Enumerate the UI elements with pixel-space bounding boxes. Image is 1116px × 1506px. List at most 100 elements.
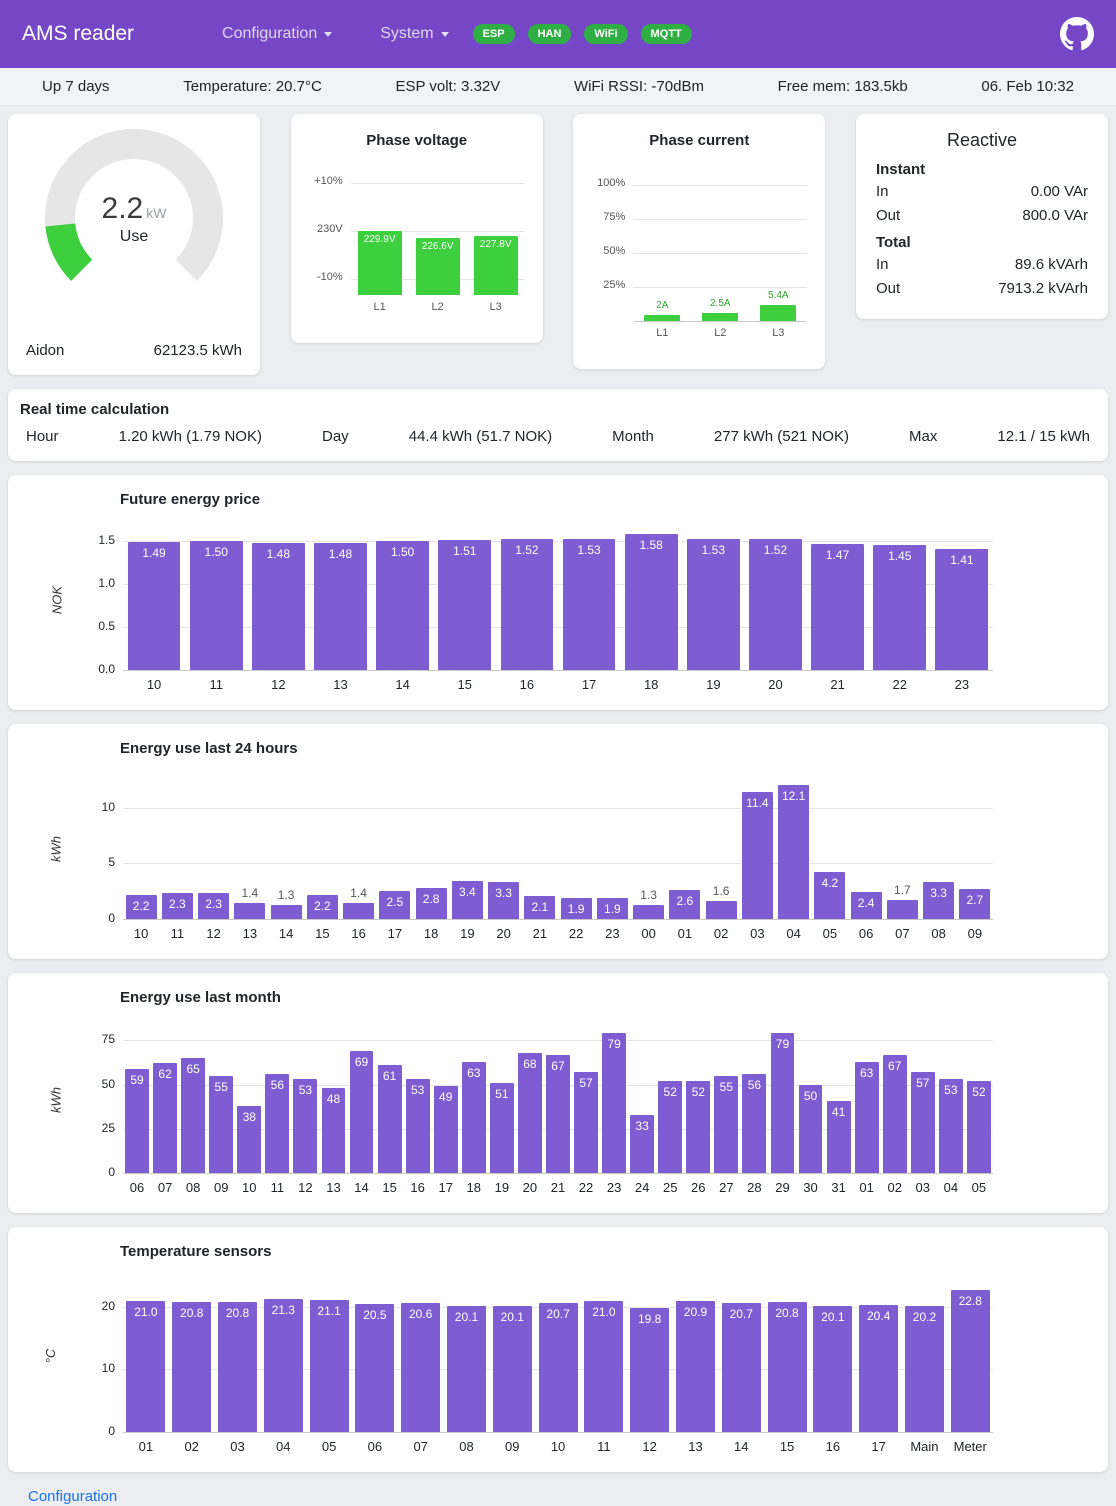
y-tick-label: 0	[108, 911, 115, 925]
bar-value-label: 59	[130, 1072, 144, 1087]
bar-value-label: 1.48	[328, 546, 353, 561]
x-axis-labels: 01 02 03 04 05 06 07 08 09 10 11 12 13 14 15 16 17 Main Me…	[123, 1432, 993, 1454]
bar-slot: 52	[656, 1028, 684, 1173]
realtime-hour-label: Hour	[26, 428, 59, 445]
x-tick-label: 08	[459, 1439, 474, 1454]
x-tick-label: 16	[351, 926, 366, 941]
x-tick-label: 09	[967, 926, 983, 941]
bar: 49	[433, 1086, 458, 1173]
x-tick-label: 10	[133, 926, 149, 941]
bar-value-label: 2.3	[205, 897, 222, 912]
x-tick-label: 10	[550, 1439, 566, 1454]
bar-value-label: 48	[326, 1092, 341, 1107]
status-badges: ESP HAN WiFi MQTT	[472, 24, 692, 44]
bar: 1.45	[873, 545, 927, 670]
bar: 1.52	[500, 539, 554, 670]
bar-slot: 67	[881, 1028, 909, 1173]
bar: 2.2	[125, 894, 157, 919]
bar-slot: 1.49	[123, 530, 185, 670]
bar: 21.0	[584, 1300, 624, 1432]
x-tick-label: 15	[382, 1180, 397, 1195]
badge-wifi[interactable]: WiFi	[584, 24, 628, 44]
bar: 1.51	[438, 540, 492, 670]
bar-slot: 20.6	[398, 1282, 444, 1432]
y-axis-label: kWh	[48, 835, 64, 862]
x-tick-label: 16	[410, 1180, 425, 1195]
bar-slot: 1.3	[268, 779, 304, 919]
y-tick-label: 25	[101, 1121, 115, 1135]
bar: 69	[349, 1051, 374, 1173]
bar-slot: 2.5A	[691, 175, 749, 321]
bar: 21.0	[126, 1300, 166, 1432]
bar-slot: 227.8V	[467, 175, 525, 295]
bar-slot: 20.1	[444, 1282, 490, 1432]
bar-value-label: 21.0	[592, 1304, 616, 1319]
bar: 63	[854, 1061, 879, 1173]
bar-slot: 67	[544, 1028, 572, 1173]
bar-slot: 63	[460, 1028, 488, 1173]
reactive-out-value: 800.0 VAr	[1022, 207, 1088, 224]
bar: 51	[489, 1082, 514, 1173]
y-tick-label: 230V	[316, 223, 343, 235]
bar-slot: 20.8	[215, 1282, 261, 1432]
bar-slot: 20.4	[856, 1282, 902, 1432]
bar-slot: 21.3	[260, 1282, 306, 1432]
bar: 56	[742, 1073, 767, 1173]
bar-value-label: 2.2	[132, 898, 150, 913]
bar-slot: 59	[123, 1028, 151, 1173]
phase-current-card: Phase current 100% 75% 50% 25% 2A 2.5A 5.4A L1 L…	[573, 114, 826, 369]
bar: 2.1	[524, 895, 556, 919]
bar-value-label: 21.0	[134, 1304, 158, 1319]
gridline	[350, 231, 525, 232]
bar-slot: 1.3	[631, 779, 667, 919]
bar-slot: 1.4	[341, 779, 377, 919]
bar-value-label: 20.6	[409, 1307, 433, 1322]
bar-slot: 21.0	[581, 1282, 627, 1432]
bar-value-label: 20.1	[500, 1310, 524, 1325]
x-axis-labels: 10 11 12 13 14 15 16 17 18 19 20 21 22 23 00 01 02 03 04 05…	[123, 919, 993, 941]
bar: 226.6V	[415, 238, 460, 295]
bar: 20.8	[218, 1302, 257, 1432]
bar-value-label: 1.6	[712, 884, 730, 899]
bar-slot: 21.0	[123, 1282, 169, 1432]
menu-system[interactable]: System	[380, 25, 449, 43]
y-tick-label: 100%	[597, 177, 626, 189]
bar-slot: 2.3	[196, 779, 232, 919]
x-tick-label: Main	[910, 1439, 939, 1454]
bar-value-label: 20.8	[775, 1306, 799, 1320]
y-tick-label: 5	[108, 855, 115, 869]
gauge-label: Use	[119, 228, 149, 245]
bar-value-label: 67	[551, 1058, 565, 1073]
x-tick-label: 12	[206, 926, 221, 941]
badge-han[interactable]: HAN	[527, 24, 572, 44]
menu-configuration[interactable]: Configuration	[222, 25, 333, 43]
x-tick-label: 02	[887, 1180, 902, 1195]
y-tick-label: 0.0	[98, 662, 115, 676]
x-tick-label: 11	[170, 926, 185, 941]
gridline	[633, 219, 808, 220]
y-tick-label: 0	[108, 1424, 115, 1438]
bar: 57	[574, 1072, 598, 1173]
bar-slot: 20.1	[810, 1282, 856, 1432]
bar: 11.4	[741, 792, 773, 919]
bar-value-label: 33	[635, 1118, 649, 1133]
chart-title: Temperature sensors	[120, 1243, 272, 1260]
bar-value-label: 20.1	[821, 1310, 845, 1325]
configuration-link[interactable]: Configuration	[28, 1488, 118, 1505]
gridline	[123, 541, 993, 542]
badge-esp[interactable]: ESP	[472, 24, 515, 44]
bar-value-label: 51	[495, 1086, 509, 1101]
bar-slot: 1.9	[558, 779, 594, 919]
badge-mqtt[interactable]: MQTT	[640, 24, 692, 44]
bar-slot: 2.4	[848, 779, 884, 919]
bar-value-label: 1.9	[604, 901, 621, 916]
bar-value-label: 4.2	[821, 876, 839, 891]
bar: 20.6	[401, 1303, 441, 1432]
x-tick-label: 02	[713, 926, 729, 941]
x-tick-label: 24	[634, 1180, 650, 1195]
bar-slot: 3.3	[486, 779, 522, 919]
x-tick-label: 03	[230, 1439, 245, 1454]
x-tick-label: 05	[321, 1439, 337, 1454]
bar-slot: 49	[432, 1028, 460, 1173]
github-link[interactable]	[1060, 17, 1094, 51]
